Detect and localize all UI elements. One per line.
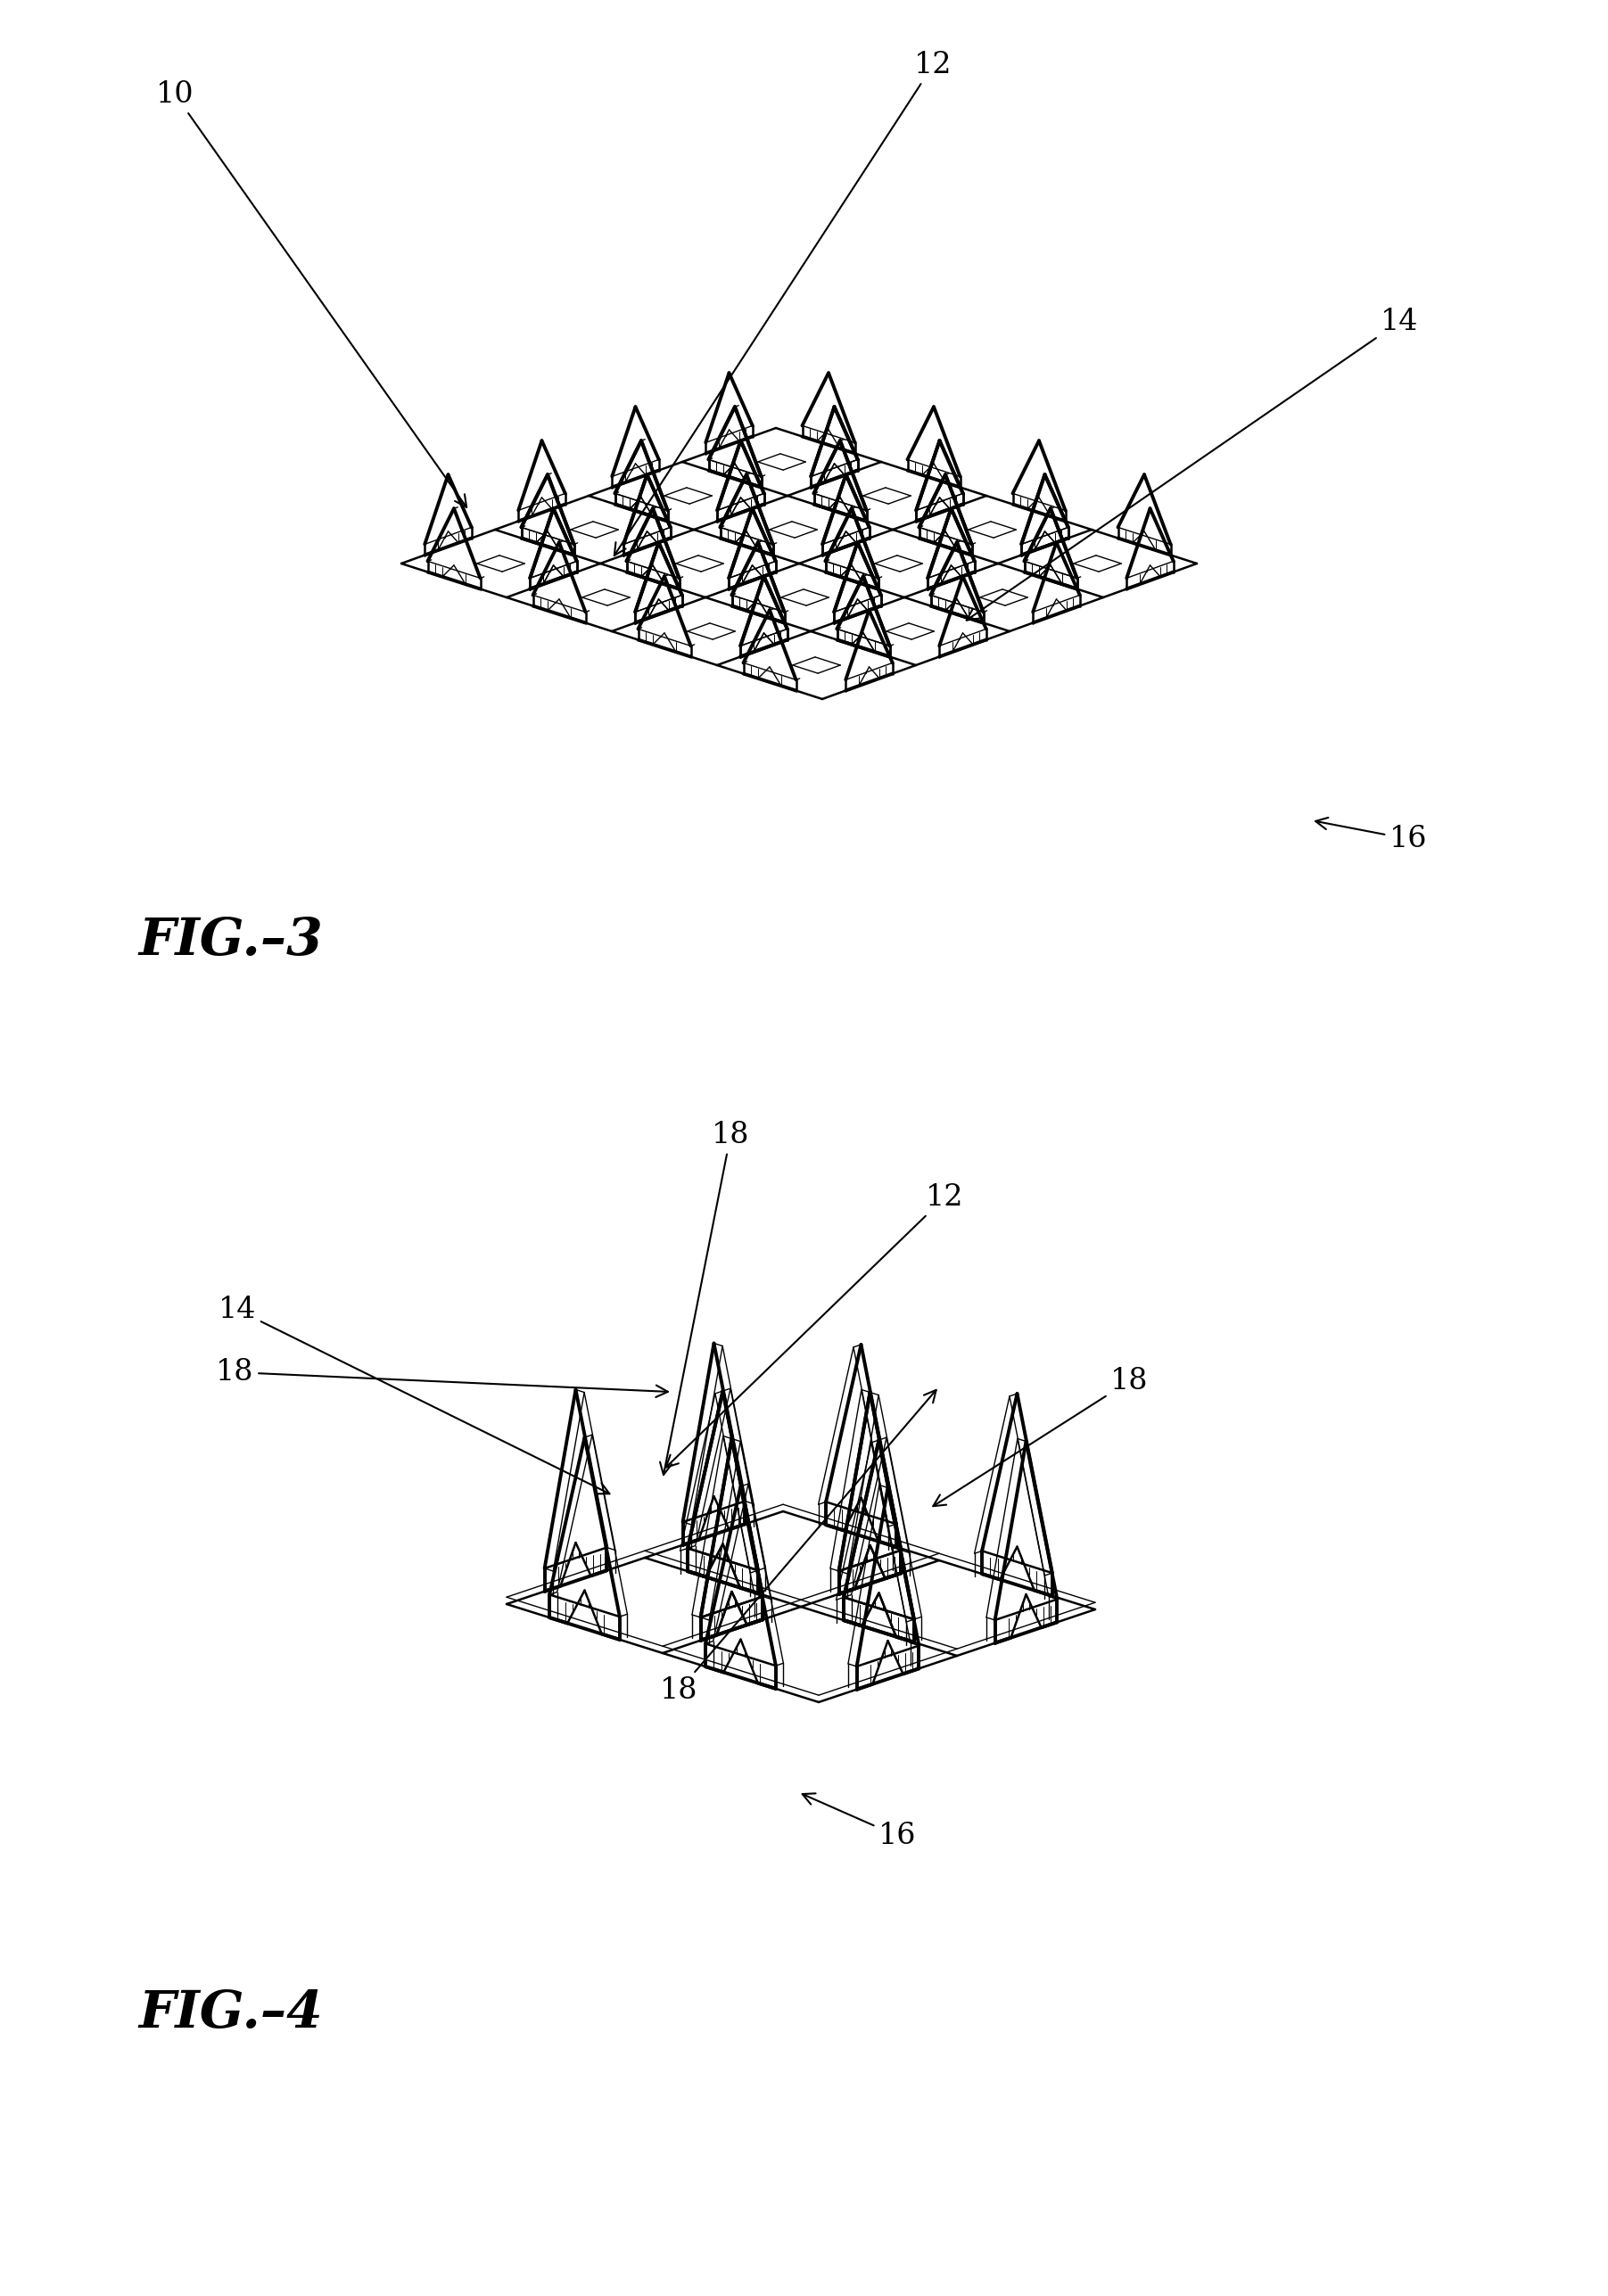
Text: 12: 12: [614, 51, 952, 556]
Text: 14: 14: [219, 1295, 609, 1495]
Text: 16: 16: [802, 1793, 917, 1851]
Text: FIG.–4: FIG.–4: [138, 1988, 323, 2039]
Text: FIG.–3: FIG.–3: [138, 916, 323, 967]
Text: 12: 12: [666, 1182, 963, 1467]
Text: 18: 18: [659, 1120, 749, 1474]
Text: 10: 10: [156, 80, 466, 507]
Text: 18: 18: [659, 1389, 936, 1706]
Text: 18: 18: [215, 1357, 667, 1398]
Text: 14: 14: [966, 308, 1418, 620]
Text: 18: 18: [933, 1366, 1148, 1506]
Text: 16: 16: [1315, 817, 1428, 854]
